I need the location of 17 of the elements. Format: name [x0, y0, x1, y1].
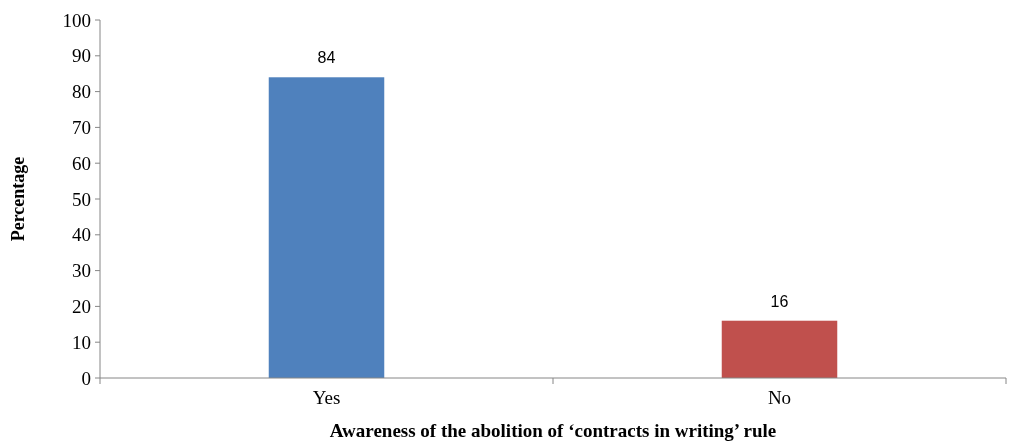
y-tick-label: 70 [72, 117, 91, 139]
y-tick-label: 80 [72, 81, 91, 103]
y-axis-title: Percentage [8, 156, 28, 242]
data-label: 16 [770, 292, 789, 310]
y-tick-label: 60 [72, 152, 91, 174]
x-axis-title: Awareness of the abolition of ‘contracts in writing’ rule [329, 420, 777, 441]
y-tick-label: 40 [72, 224, 91, 246]
x-tick-label: Yes [312, 387, 341, 408]
y-tick-label: 90 [72, 45, 91, 67]
y-tick-label: 100 [62, 9, 91, 31]
y-tick-label: 30 [72, 260, 91, 282]
data-label: 84 [317, 49, 336, 67]
y-tick-label: 10 [72, 331, 91, 353]
y-tick-label: 20 [72, 296, 91, 318]
y-tick-label: 50 [72, 188, 91, 210]
x-tick-label: No [767, 387, 792, 408]
y-tick-label: 0 [81, 367, 91, 389]
